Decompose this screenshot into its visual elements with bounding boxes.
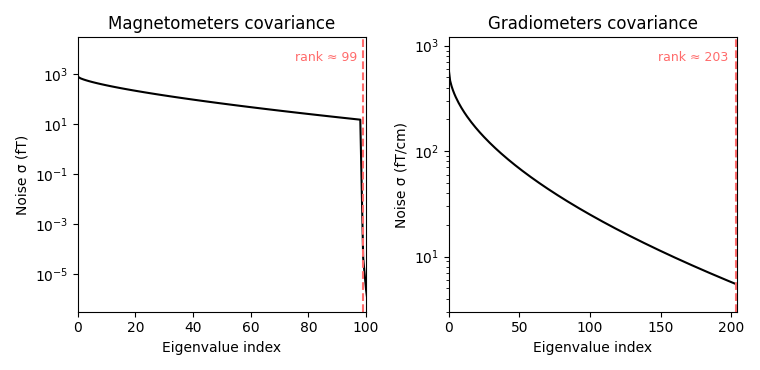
Title: Gradiometers covariance: Gradiometers covariance [488, 15, 698, 33]
Text: rank ≈ 203: rank ≈ 203 [658, 51, 729, 64]
Text: rank ≈ 99: rank ≈ 99 [295, 51, 357, 64]
Title: Magnetometers covariance: Magnetometers covariance [108, 15, 335, 33]
X-axis label: Eigenvalue index: Eigenvalue index [534, 341, 653, 355]
Y-axis label: Noise σ (fT/cm): Noise σ (fT/cm) [394, 121, 408, 228]
X-axis label: Eigenvalue index: Eigenvalue index [163, 341, 281, 355]
Y-axis label: Noise σ (fT): Noise σ (fT) [15, 134, 29, 215]
